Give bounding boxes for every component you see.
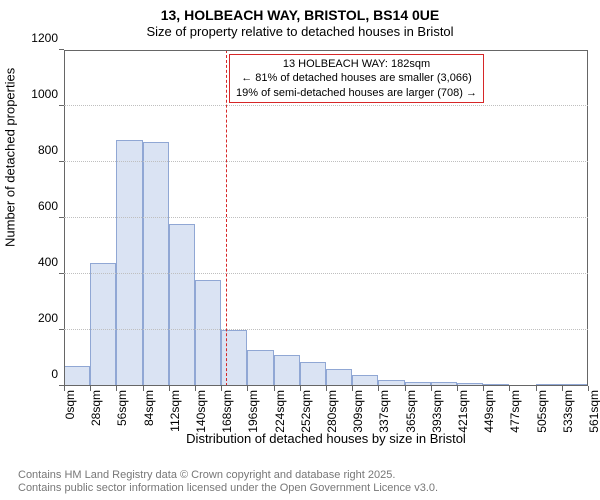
footer-line-1: Contains HM Land Registry data © Crown c… xyxy=(18,469,438,483)
y-tick-label: 1200 xyxy=(31,32,64,44)
x-tick-label: 309sqm xyxy=(352,386,364,433)
x-tick-label: 477sqm xyxy=(509,386,521,433)
chart-subtitle: Size of property relative to detached ho… xyxy=(0,24,600,44)
y-tick-mark xyxy=(59,273,64,274)
y-gridline xyxy=(64,105,588,106)
y-tick-label: 200 xyxy=(38,312,64,324)
y-tick-mark xyxy=(59,217,64,218)
x-tick-label: 112sqm xyxy=(169,386,181,432)
x-tick-label: 421sqm xyxy=(457,386,469,433)
footer-line-2: Contains public sector information licen… xyxy=(18,482,438,496)
y-tick-label: 0 xyxy=(51,368,64,380)
x-tick-label: 449sqm xyxy=(483,386,495,433)
x-tick-label: 84sqm xyxy=(143,386,155,426)
x-tick-label: 168sqm xyxy=(221,386,233,433)
chart-title: 13, HOLBEACH WAY, BRISTOL, BS14 0UE xyxy=(0,0,600,24)
plot-area: 13 HOLBEACH WAY: 182sqm ← 81% of detache… xyxy=(64,50,588,386)
x-tick-label: 561sqm xyxy=(588,386,600,433)
x-axis-label: Distribution of detached houses by size … xyxy=(64,431,588,446)
y-tick-label: 400 xyxy=(38,256,64,268)
y-gridline xyxy=(64,217,588,218)
x-tick-label: 280sqm xyxy=(326,386,338,433)
x-tick-label: 56sqm xyxy=(116,386,128,426)
y-tick-mark xyxy=(59,329,64,330)
y-tick-label: 1000 xyxy=(31,88,64,100)
y-tick-mark xyxy=(59,105,64,106)
x-tick-label: 365sqm xyxy=(405,386,417,433)
x-tick-label: 140sqm xyxy=(195,386,207,433)
x-tick-label: 0sqm xyxy=(64,386,76,419)
x-tick-label: 224sqm xyxy=(274,386,286,433)
y-tick-label: 800 xyxy=(38,144,64,156)
y-gridline xyxy=(64,273,588,274)
plot-border xyxy=(64,50,588,386)
y-gridline xyxy=(64,161,588,162)
y-gridline xyxy=(64,329,588,330)
x-tick-label: 337sqm xyxy=(378,386,390,433)
x-tick-label: 393sqm xyxy=(431,386,443,433)
y-tick-mark xyxy=(59,49,64,50)
attribution-footer: Contains HM Land Registry data © Crown c… xyxy=(18,469,438,497)
y-axis-label: Number of detached properties xyxy=(3,68,18,247)
x-tick-label: 252sqm xyxy=(300,386,312,433)
y-tick-label: 600 xyxy=(38,200,64,212)
y-tick-mark xyxy=(59,161,64,162)
x-tick-label: 196sqm xyxy=(247,386,259,433)
x-tick-label: 533sqm xyxy=(562,386,574,433)
x-tick-label: 28sqm xyxy=(90,386,102,426)
x-tick-label: 505sqm xyxy=(536,386,548,433)
chart-wrap: Number of detached properties 13 HOLBEAC… xyxy=(0,46,600,448)
